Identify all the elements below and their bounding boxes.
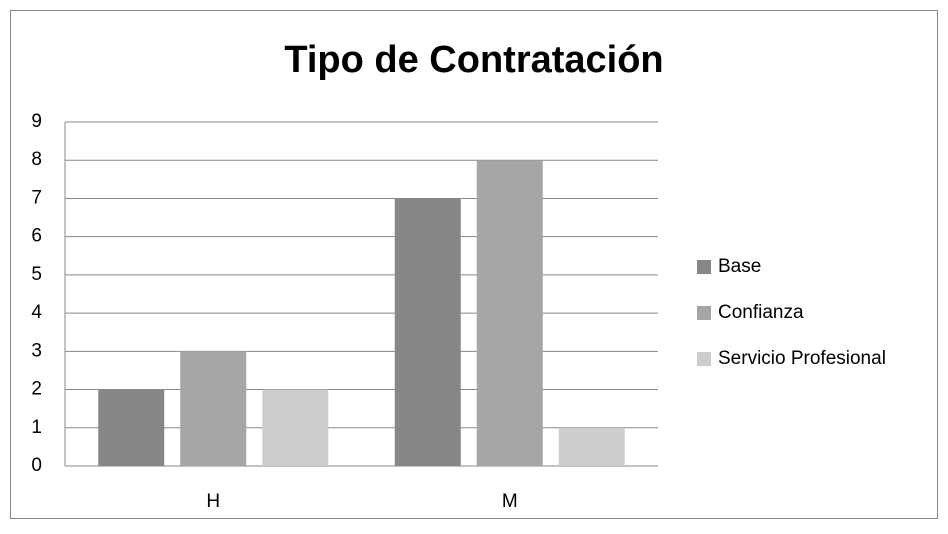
y-tick-label: 8 — [31, 149, 42, 170]
legend-swatch — [697, 260, 711, 274]
chart-title: Tipo de Contratación — [284, 39, 663, 81]
y-tick-label: 0 — [31, 455, 42, 476]
y-tick-label: 3 — [31, 340, 42, 361]
chart-border — [10, 10, 938, 519]
bar — [558, 427, 625, 466]
x-tick-label: M — [502, 491, 518, 512]
y-tick-label: 5 — [31, 264, 42, 285]
y-tick-label: 1 — [31, 417, 42, 438]
legend-label: Base — [718, 256, 761, 277]
legend-swatch — [697, 306, 711, 320]
y-tick-label: 7 — [31, 187, 42, 208]
bar — [394, 198, 461, 466]
bar — [476, 160, 543, 466]
legend-swatch — [697, 352, 711, 366]
bar — [262, 389, 329, 466]
legend-label: Servicio Profesional — [718, 348, 886, 369]
y-tick-label: 9 — [31, 111, 42, 132]
bar — [180, 351, 247, 466]
x-tick-label: H — [206, 491, 220, 512]
y-tick-label: 4 — [31, 302, 42, 323]
y-tick-label: 6 — [31, 226, 42, 247]
y-tick-label: 2 — [31, 379, 42, 400]
bar — [98, 389, 165, 466]
legend-label: Confianza — [718, 302, 804, 323]
